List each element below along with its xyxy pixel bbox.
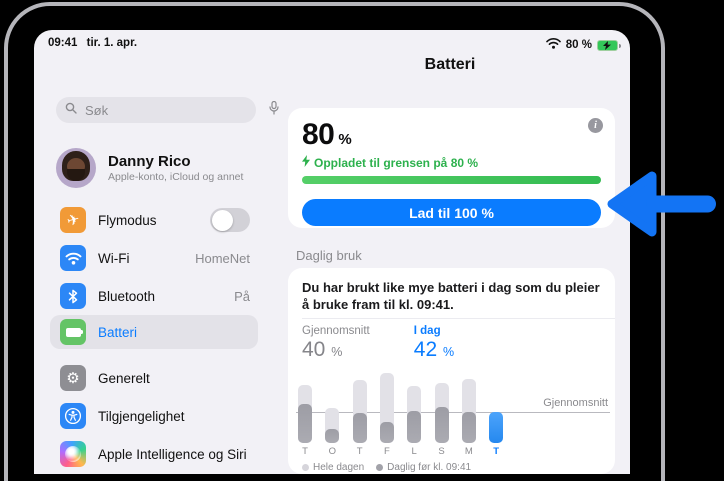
x-axis-label: T — [493, 446, 499, 457]
legend-item: Hele dagen — [302, 462, 364, 473]
charge-to-100-button[interactable]: Lad til 100 % — [302, 199, 601, 226]
x-axis-label: T — [302, 446, 308, 457]
usage-message: Du har brukt like mye batteri i dag som … — [302, 280, 600, 312]
x-axis-label: F — [383, 446, 390, 457]
stat-average: Gjennomsnitt 40 % — [302, 325, 370, 361]
stat-today: I dag 42 % — [413, 325, 455, 361]
divider — [302, 318, 615, 319]
sidebar-item-generelt[interactable]: ⚙ Generelt — [50, 361, 258, 395]
sidebar-item-label: Batteri — [98, 324, 138, 340]
battery-level-card: 80 % i Oppladet til grensen på 80 % Lad … — [288, 108, 615, 228]
usage-bar-dark — [434, 407, 449, 443]
usage-chart-plot: Gjennomsnitt — [288, 368, 615, 443]
profile-subtitle: Apple-konto, iCloud og annet — [108, 170, 244, 183]
usage-bar-dark — [325, 428, 340, 443]
ipad-screen: 09:41 tir. 1. apr. 80 % — [34, 30, 630, 474]
battery-percent-value: 80 — [302, 118, 335, 151]
sidebar-item-label: Tilgjengelighet — [98, 408, 185, 424]
legend-item: Daglig før kl. 09:41 — [376, 462, 471, 473]
sidebar-item-wifi[interactable]: Wi-Fi HomeNet — [50, 241, 258, 275]
legend-dot-icon — [302, 464, 309, 471]
stat-average-value: 40 — [302, 338, 326, 361]
average-line-label: Gjennomsnitt — [543, 397, 608, 409]
x-axis-label: L — [411, 446, 417, 457]
sidebar-item-batteri[interactable]: Batteri — [50, 315, 258, 349]
sidebar-item-label: Bluetooth — [98, 288, 156, 304]
battery-settings-icon — [60, 319, 86, 345]
legend-dot-icon — [376, 464, 384, 471]
dictation-mic-icon[interactable] — [269, 100, 279, 120]
settings-sidebar: Danny Rico Apple-konto, iCloud og annet … — [34, 56, 279, 474]
info-icon[interactable]: i — [588, 118, 603, 133]
usage-bar-today — [489, 411, 504, 443]
profile-name: Danny Rico — [108, 152, 191, 170]
stat-today-value: 42 — [413, 338, 438, 361]
bluetooth-icon — [60, 283, 86, 309]
status-time: 09:41 — [48, 37, 78, 49]
sidebar-item-label: Generelt — [98, 370, 150, 386]
charge-progress-bar — [302, 176, 601, 184]
airplane-mode-toggle[interactable] — [210, 208, 250, 232]
usage-bar-dark — [298, 404, 312, 443]
sidebar-item-tilgjengelighet[interactable]: Tilgjengelighet — [50, 399, 258, 433]
avatar — [56, 148, 96, 188]
x-axis-label: O — [328, 446, 336, 457]
daily-usage-section-title: Daglig bruk — [296, 248, 362, 263]
usage-stats: Gjennomsnitt 40 % I dag 42 % — [302, 325, 454, 362]
x-axis-label: S — [438, 446, 445, 457]
sidebar-item-label: Flymodus — [98, 212, 157, 228]
usage-bar-dark — [352, 413, 367, 443]
average-line — [296, 411, 610, 413]
sidebar-item-apple-intelligence[interactable]: Apple Intelligence og Siri — [50, 437, 258, 471]
usage-chart-legend: Hele dagen Daglig før kl. 09:41 — [302, 462, 471, 473]
sidebar-item-bluetooth[interactable]: Bluetooth På — [50, 279, 258, 313]
bluetooth-state-value: På — [234, 288, 250, 304]
siri-icon — [60, 441, 86, 467]
sidebar-item-label: Wi-Fi — [98, 250, 130, 266]
usage-bar-dark — [379, 422, 394, 443]
search-field[interactable] — [56, 97, 279, 123]
status-date: tir. 1. apr. — [86, 37, 138, 49]
wifi-icon — [60, 245, 86, 271]
profile-row[interactable]: Danny Rico Apple-konto, iCloud og annet — [56, 142, 256, 194]
charge-limit-status: Oppladet til grensen på 80 % — [314, 155, 479, 170]
stat-average-label: Gjennomsnitt — [302, 325, 370, 337]
search-input[interactable] — [83, 101, 263, 119]
usage-bar-dark — [461, 412, 476, 443]
usage-bar-dark — [407, 410, 422, 443]
sidebar-item-label: Apple Intelligence og Siri — [98, 446, 247, 462]
battery-percent-unit: % — [338, 131, 352, 148]
x-axis-label: M — [464, 446, 473, 457]
charge-bolt-icon — [302, 155, 310, 170]
x-axis-label: T — [356, 446, 363, 457]
status-battery-percent: 80 % — [565, 39, 592, 51]
wifi-status-icon — [545, 36, 561, 54]
status-bar: 09:41 tir. 1. apr. 80 % — [34, 30, 630, 56]
gear-icon: ⚙ — [60, 365, 86, 391]
accessibility-icon — [60, 403, 86, 429]
sidebar-item-flymodus[interactable]: ✈ Flymodus — [50, 203, 258, 237]
daily-usage-card: Du har brukt like mye batteri i dag som … — [288, 268, 615, 474]
search-icon — [65, 101, 77, 119]
airplane-mode-icon: ✈ — [60, 207, 86, 233]
battery-charging-icon — [597, 39, 621, 51]
wifi-network-value: HomeNet — [195, 250, 250, 266]
stat-today-label: I dag — [413, 325, 441, 337]
page-title: Batteri — [424, 56, 476, 73]
